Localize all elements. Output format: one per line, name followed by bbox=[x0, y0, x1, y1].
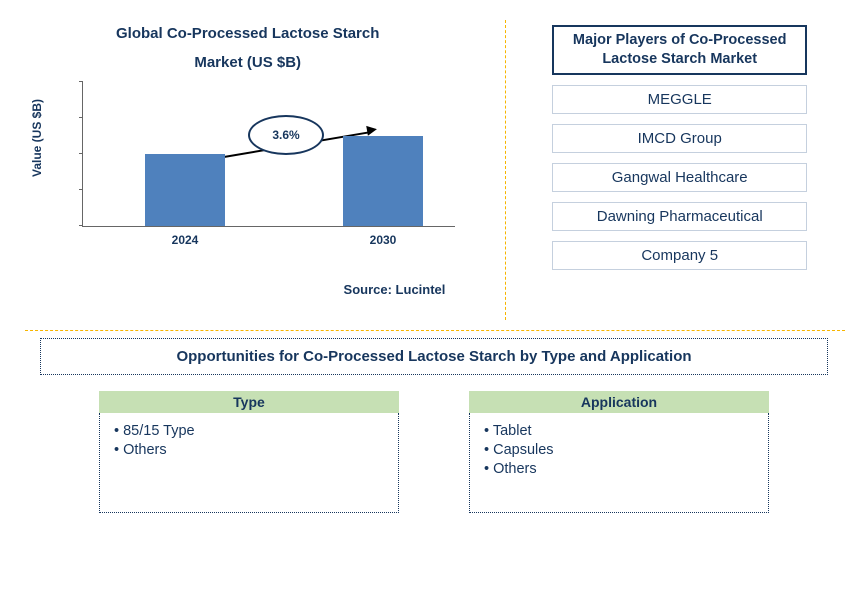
player-box-2: Gangwal Healthcare bbox=[552, 163, 807, 192]
plot-area: 202420303.6% bbox=[82, 82, 455, 227]
y-tick bbox=[79, 225, 83, 226]
x-label-2030: 2030 bbox=[343, 233, 423, 247]
opp-item: • Capsules bbox=[484, 442, 754, 458]
player-box-3: Dawning Pharmaceutical bbox=[552, 202, 807, 231]
vertical-divider bbox=[505, 20, 506, 320]
chart-title: Global Co-Processed Lactose Starch Marke… bbox=[20, 20, 475, 77]
chart-title-line1: Global Co-Processed Lactose Starch bbox=[116, 25, 379, 42]
players-title: Major Players of Co-Processed Lactose St… bbox=[552, 25, 807, 75]
opp-header-application: Application bbox=[469, 391, 769, 413]
opp-col-type: Type • 85/15 Type • Others bbox=[99, 391, 399, 513]
y-tick bbox=[79, 153, 83, 154]
player-box-0: MEGGLE bbox=[552, 85, 807, 114]
opp-item: • Others bbox=[114, 442, 384, 458]
y-tick bbox=[79, 81, 83, 82]
opp-header-type: Type bbox=[99, 391, 399, 413]
opp-item: • 85/15 Type bbox=[114, 423, 384, 439]
chart-column: Global Co-Processed Lactose Starch Marke… bbox=[20, 20, 493, 320]
horizontal-divider bbox=[25, 330, 845, 331]
opp-item: • Tablet bbox=[484, 423, 754, 439]
growth-arrow-head-icon bbox=[366, 124, 378, 136]
bar-2024 bbox=[145, 154, 225, 226]
y-tick bbox=[79, 117, 83, 118]
top-section: Global Co-Processed Lactose Starch Marke… bbox=[0, 0, 868, 320]
bar-2030 bbox=[343, 136, 423, 227]
y-axis-label: Value (US $B) bbox=[30, 99, 44, 177]
opp-list-application: • Tablet • Capsules • Others bbox=[469, 413, 769, 513]
x-label-2024: 2024 bbox=[145, 233, 225, 247]
opp-item: • Others bbox=[484, 461, 754, 477]
opportunities-row: Type• 85/15 Type• OthersApplication• Tab… bbox=[40, 391, 828, 513]
growth-rate-oval: 3.6% bbox=[248, 115, 324, 155]
chart-title-line2: Market (US $B) bbox=[194, 54, 301, 71]
y-tick bbox=[79, 189, 83, 190]
opportunities-title: Opportunities for Co-Processed Lactose S… bbox=[40, 338, 828, 375]
players-list: MEGGLE IMCD Group Gangwal Healthcare Dawnin… bbox=[511, 85, 848, 270]
player-box-4: Company 5 bbox=[552, 241, 807, 270]
player-box-1: IMCD Group bbox=[552, 124, 807, 153]
players-column: Major Players of Co-Processed Lactose St… bbox=[493, 20, 848, 320]
opp-col-application: Application • Tablet • Capsules • Others bbox=[469, 391, 769, 513]
chart-area: Value (US $B) 202420303.6% bbox=[50, 82, 475, 252]
opp-list-type: • 85/15 Type • Others bbox=[99, 413, 399, 513]
source-label: Source: Lucintel bbox=[20, 282, 445, 297]
opportunities-section: Opportunities for Co-Processed Lactose S… bbox=[0, 320, 868, 513]
